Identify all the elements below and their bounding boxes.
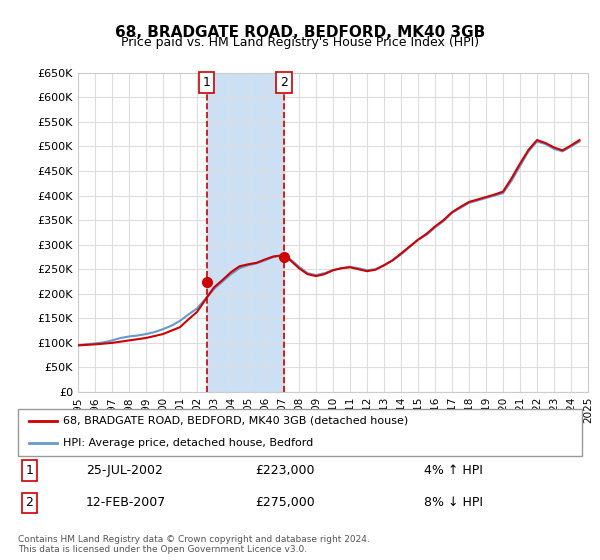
Text: 68, BRADGATE ROAD, BEDFORD, MK40 3GB (detached house): 68, BRADGATE ROAD, BEDFORD, MK40 3GB (de… [63, 416, 409, 426]
Text: 68, BRADGATE ROAD, BEDFORD, MK40 3GB: 68, BRADGATE ROAD, BEDFORD, MK40 3GB [115, 25, 485, 40]
Text: 25-JUL-2002: 25-JUL-2002 [86, 464, 163, 477]
FancyBboxPatch shape [18, 409, 582, 456]
Text: Price paid vs. HM Land Registry's House Price Index (HPI): Price paid vs. HM Land Registry's House … [121, 36, 479, 49]
Bar [206, 73, 284, 392]
Text: 4% ↑ HPI: 4% ↑ HPI [424, 464, 483, 477]
Text: 1: 1 [25, 464, 33, 477]
Text: 8% ↓ HPI: 8% ↓ HPI [424, 496, 483, 509]
Text: 2: 2 [25, 496, 33, 509]
Text: 2: 2 [280, 76, 288, 89]
Text: Contains HM Land Registry data © Crown copyright and database right 2024.
This d: Contains HM Land Registry data © Crown c… [18, 535, 370, 554]
Text: £223,000: £223,000 [255, 464, 314, 477]
Text: HPI: Average price, detached house, Bedford: HPI: Average price, detached house, Bedf… [63, 438, 313, 448]
Text: 12-FEB-2007: 12-FEB-2007 [86, 496, 166, 509]
Text: 1: 1 [203, 76, 211, 89]
Text: £275,000: £275,000 [255, 496, 314, 509]
